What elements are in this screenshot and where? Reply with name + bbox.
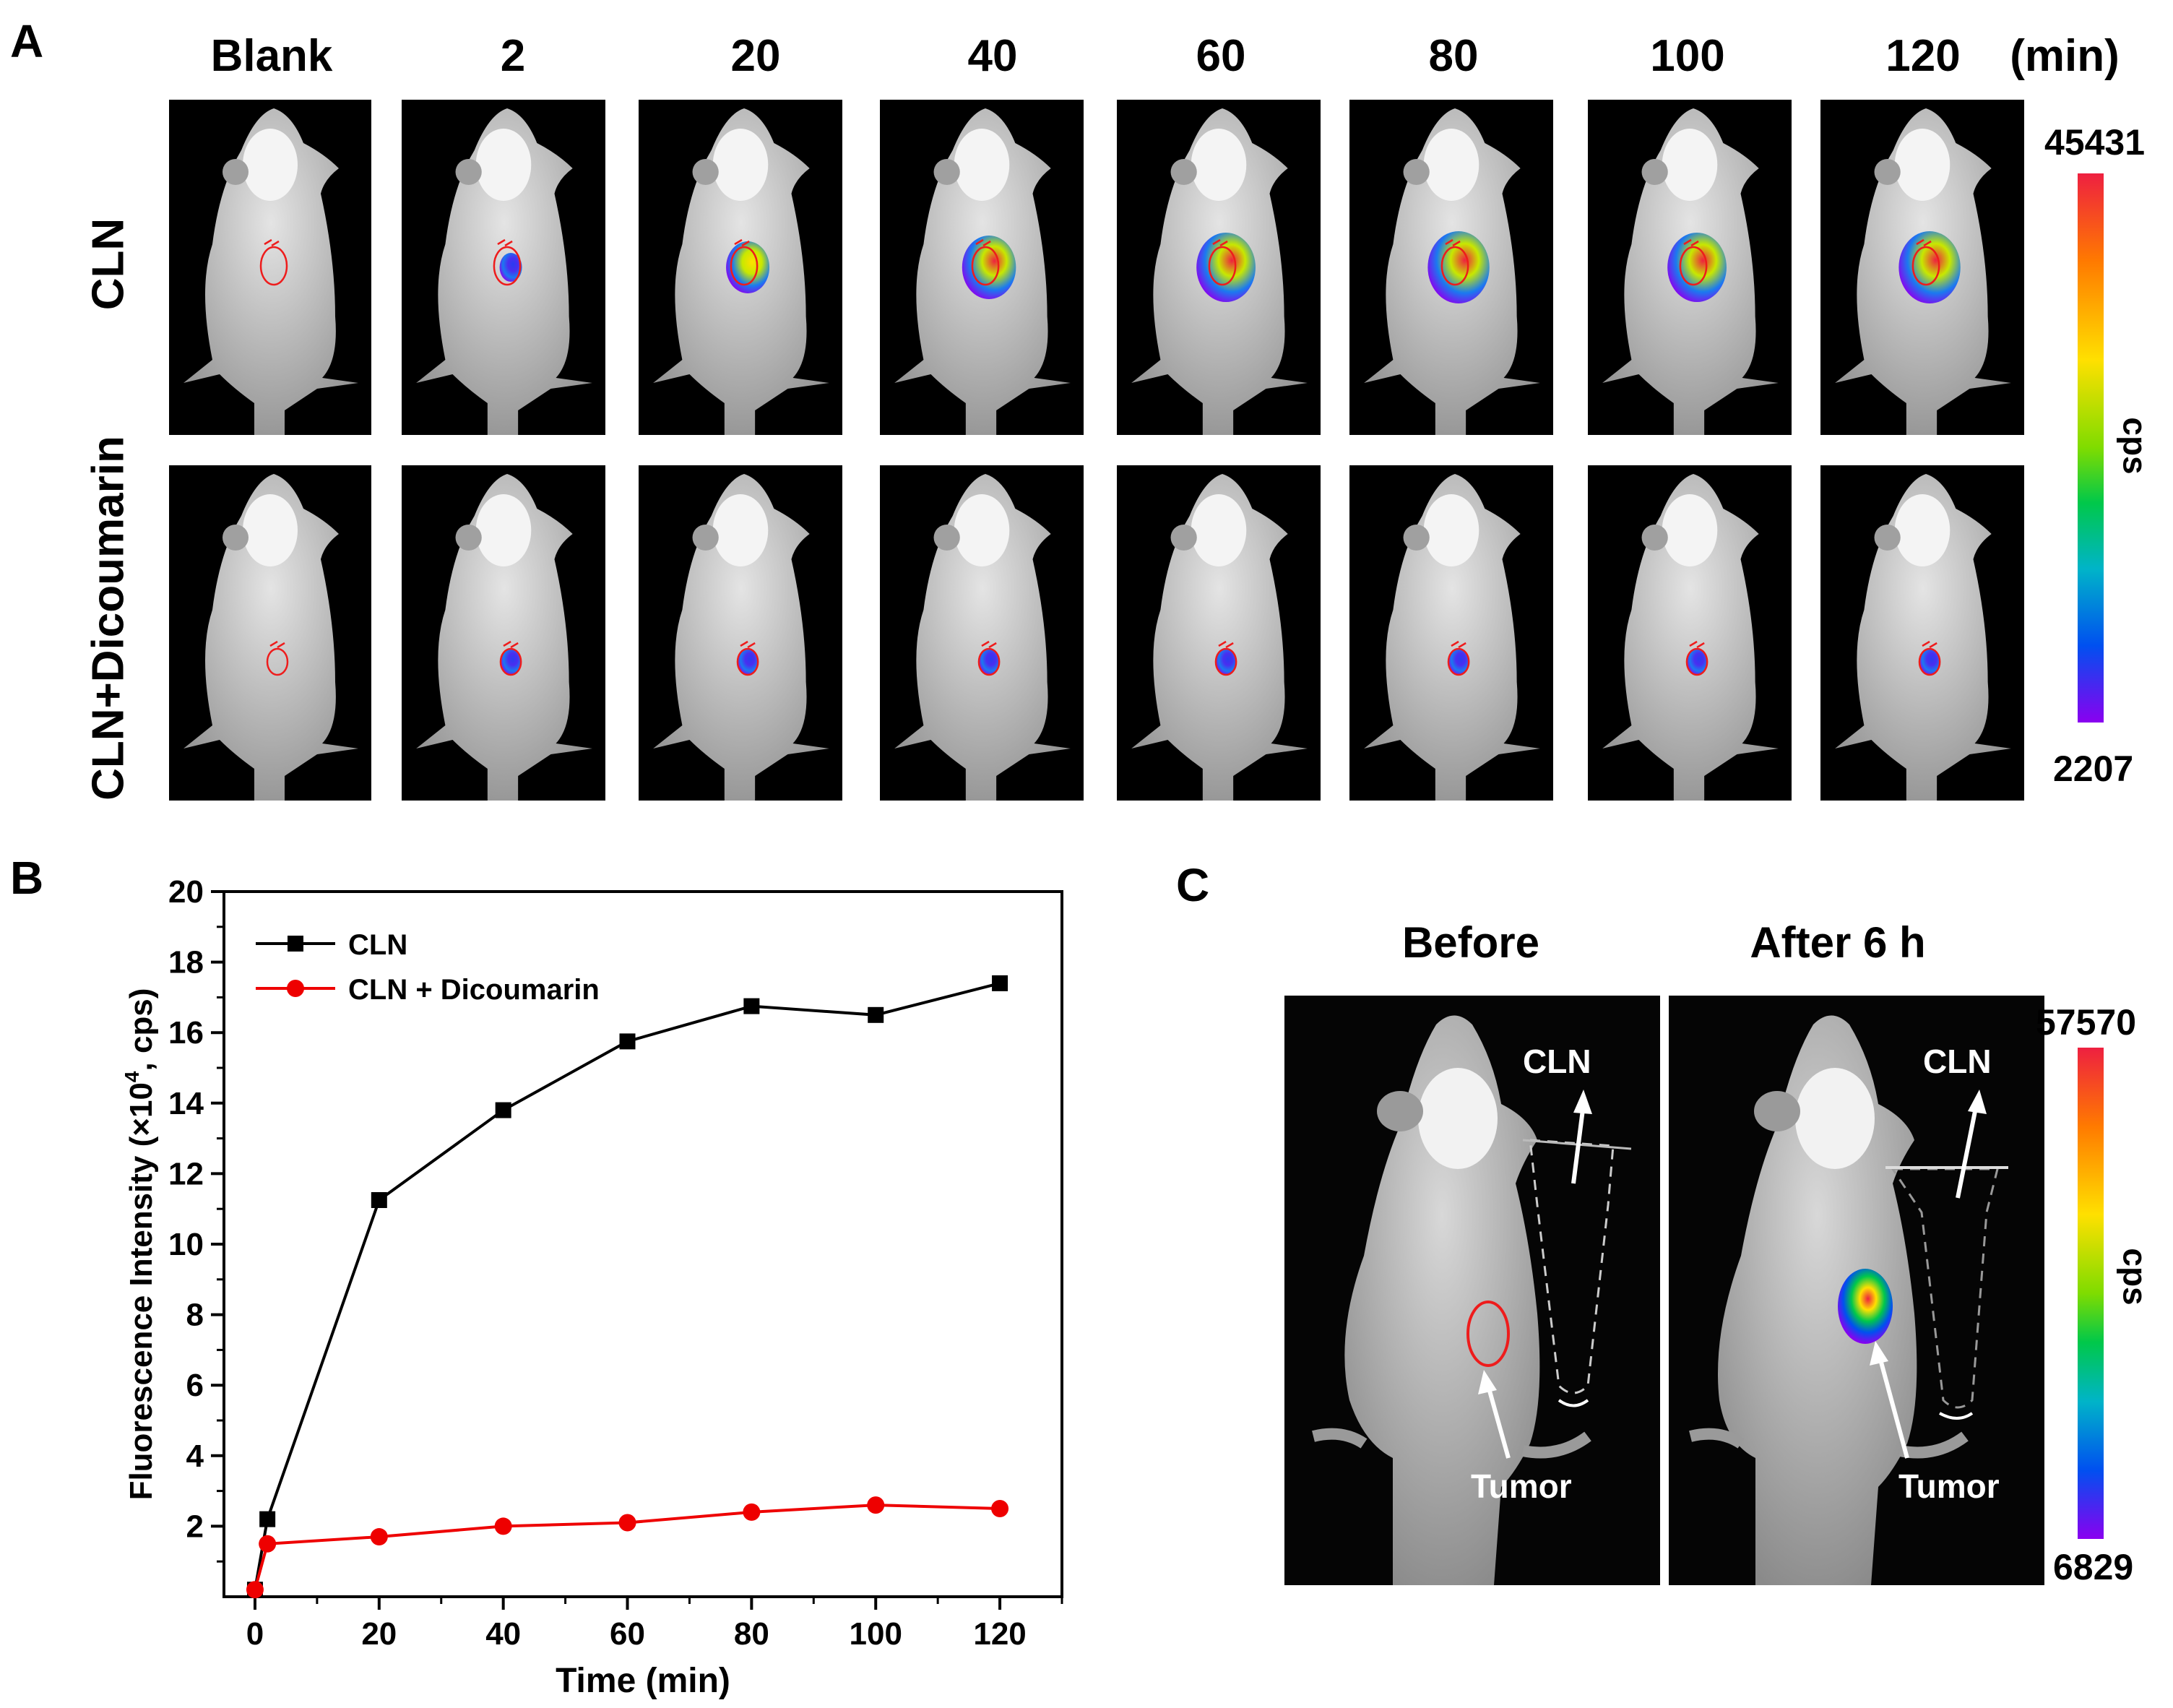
before-image: CLN Tumor — [1284, 996, 1660, 1585]
data-point-0-4 — [619, 1033, 636, 1050]
x-tick-label: 60 — [610, 1616, 645, 1652]
after-tumor-label: Tumor — [1898, 1467, 2000, 1505]
colorbar-a — [2078, 173, 2104, 723]
y-tick-label: 2 — [186, 1509, 204, 1544]
mouse-image-row0-t6 — [1588, 100, 1792, 435]
y-tick-label: 6 — [186, 1368, 204, 1403]
data-point-0-3 — [495, 1102, 511, 1118]
mouse-image-row0-t2 — [639, 100, 842, 435]
mouse-image-row0-t7 — [1820, 100, 2024, 435]
data-point-1-1 — [259, 1535, 277, 1553]
before-cln-label: CLN — [1523, 1043, 1591, 1080]
data-point-1-6 — [867, 1496, 885, 1514]
tube-outline — [1529, 1139, 1615, 1394]
after-cln-label: CLN — [1923, 1043, 1992, 1080]
legend-marker-0 — [288, 936, 303, 952]
after-mouse-svg — [1689, 1015, 2008, 1585]
data-point-0-6 — [868, 1006, 884, 1023]
y-tick-label: 8 — [186, 1298, 204, 1333]
tube-outline-after — [1891, 1168, 1999, 1409]
data-point-1-7 — [991, 1500, 1009, 1517]
after-label: After 6 h — [1750, 918, 1926, 967]
mouse-image-row1-t4 — [1117, 465, 1321, 801]
data-point-1-2 — [370, 1528, 388, 1546]
mouse-image-row1-t5 — [1349, 465, 1553, 801]
x-tick-label: 100 — [850, 1616, 902, 1652]
legend-label-1: CLN + Dicoumarin — [348, 974, 600, 1006]
mouse-image-row0-t0 — [169, 100, 371, 435]
data-point-1-3 — [494, 1517, 512, 1535]
time-label-60: 60 — [1196, 31, 1246, 81]
mouse-image-row1-t6 — [1588, 465, 1792, 801]
tumor-arrow-after — [1878, 1356, 1909, 1459]
y-tick-label: 14 — [168, 1086, 204, 1121]
fluorescence-line-chart: 0 20 40 60 80 100 120 2 4 6 8 10 12 14 16 18 20 CLN CLN +… — [121, 874, 1063, 1700]
colorbar-c — [2078, 1048, 2104, 1539]
cln-arrow-after — [1956, 1103, 1979, 1199]
mouse-image-row1-t7 — [1820, 465, 2024, 801]
mouse-image-row0-t1 — [402, 100, 605, 435]
panel-a-letter: A — [10, 15, 44, 67]
y-tick-label: 20 — [168, 874, 204, 910]
data-point-1-4 — [618, 1514, 636, 1532]
legend-label-0: CLN — [348, 929, 407, 961]
mouse-image-row0-t3 — [880, 100, 1084, 435]
y-tick-label: 10 — [168, 1227, 204, 1262]
time-label-20: 20 — [730, 31, 781, 81]
time-label-blank: Blank — [210, 31, 333, 81]
tumor-arrow — [1486, 1385, 1511, 1459]
colorbar-a-min: 2207 — [2053, 749, 2134, 789]
data-point-0-1 — [259, 1511, 276, 1527]
row-label-cln-dicoumarin: CLN+Dicoumarin — [83, 436, 134, 801]
x-tick-label: 80 — [734, 1616, 769, 1652]
mouse-image-row1-t0 — [169, 465, 371, 801]
colorbar-c-unit: cps — [2116, 1248, 2154, 1306]
time-label-80: 80 — [1428, 31, 1479, 81]
time-label-120: 120 — [1885, 31, 1961, 81]
after-image: CLN Tumor — [1669, 996, 2044, 1585]
tumor-signal — [1838, 1269, 1893, 1344]
colorbar-c-max: 57570 — [2036, 1002, 2137, 1043]
series-line-0 — [253, 981, 1001, 1590]
colorbar-c-min: 6829 — [2053, 1547, 2134, 1587]
y-axis-label: Fluorescence Intensity (×104, cps) — [121, 988, 159, 1501]
colorbar-a-max: 45431 — [2044, 122, 2146, 163]
time-unit-label: (min) — [2010, 31, 2120, 81]
panel-b-letter: B — [10, 852, 44, 904]
panel-c-letter: C — [1176, 859, 1210, 911]
mouse-image-row0-t5 — [1349, 100, 1553, 435]
row-label-cln: CLN — [83, 217, 134, 311]
before-mouse-svg — [1312, 1015, 1632, 1585]
data-point-1-5 — [743, 1503, 761, 1521]
x-tick-label: 20 — [361, 1616, 397, 1652]
data-point-0-7 — [992, 975, 1008, 991]
time-label-2: 2 — [500, 31, 526, 81]
series-line-1 — [254, 1504, 1001, 1590]
x-tick-label: 120 — [973, 1616, 1026, 1652]
cln-arrow — [1571, 1103, 1586, 1184]
data-point-1-0 — [246, 1581, 264, 1599]
data-point-0-2 — [371, 1192, 387, 1208]
time-label-40: 40 — [967, 31, 1018, 81]
before-tumor-label: Tumor — [1471, 1467, 1572, 1505]
tumor-roi-circle — [1466, 1301, 1510, 1367]
mouse-image-row1-t3 — [880, 465, 1084, 801]
y-tick-label: 12 — [168, 1156, 204, 1191]
mouse-image-row1-t1 — [402, 465, 605, 801]
data-point-0-5 — [743, 998, 760, 1014]
legend-marker-1 — [287, 980, 304, 997]
before-label: Before — [1401, 918, 1540, 967]
y-tick-label: 18 — [168, 945, 204, 980]
time-label-100: 100 — [1650, 31, 1725, 81]
mouse-image-row1-t2 — [639, 465, 842, 801]
y-tick-label: 4 — [186, 1439, 204, 1474]
x-tick-label: 0 — [246, 1616, 264, 1652]
x-tick-label: 40 — [485, 1616, 521, 1652]
x-axis-label: Time (min) — [556, 1662, 730, 1700]
y-tick-label: 16 — [168, 1015, 204, 1051]
mouse-image-row0-t4 — [1117, 100, 1321, 435]
colorbar-a-unit: cps — [2116, 417, 2154, 475]
